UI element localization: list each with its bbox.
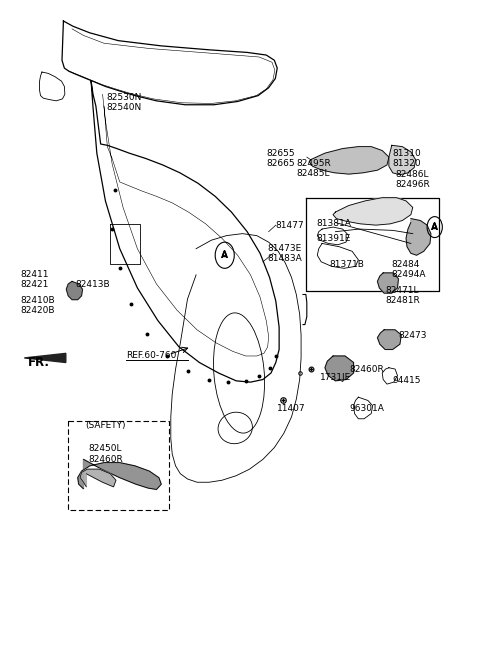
Polygon shape — [66, 281, 83, 300]
Text: REF.60-760: REF.60-760 — [126, 351, 177, 361]
Text: A: A — [221, 250, 228, 260]
Polygon shape — [24, 353, 66, 363]
Text: A: A — [431, 222, 438, 232]
Text: 96301A: 96301A — [350, 404, 384, 413]
Text: 81477: 81477 — [276, 221, 304, 230]
Text: (SAFETY): (SAFETY) — [85, 421, 125, 430]
Text: 81310
81320: 81310 81320 — [393, 148, 421, 168]
Polygon shape — [389, 145, 416, 175]
Text: 82410B
82420B: 82410B 82420B — [21, 296, 55, 315]
Polygon shape — [309, 147, 389, 174]
Text: 82471L
82481R: 82471L 82481R — [385, 286, 420, 306]
Polygon shape — [406, 219, 431, 255]
Text: 82495R
82485L: 82495R 82485L — [296, 158, 331, 178]
Text: 82486L
82496R: 82486L 82496R — [395, 170, 430, 189]
Polygon shape — [78, 459, 161, 489]
Text: A: A — [431, 223, 438, 232]
Polygon shape — [377, 273, 398, 293]
Polygon shape — [325, 356, 354, 381]
Text: 82530N
82540N: 82530N 82540N — [107, 93, 142, 112]
Text: 81473E
81483A: 81473E 81483A — [268, 244, 302, 263]
Text: 82484
82494A: 82484 82494A — [392, 260, 426, 279]
Text: 94415: 94415 — [393, 376, 421, 386]
Text: 11407: 11407 — [277, 404, 306, 413]
Text: FR.: FR. — [28, 356, 49, 369]
Text: 82473: 82473 — [398, 330, 427, 340]
Text: 82411
82421: 82411 82421 — [21, 270, 49, 289]
Polygon shape — [333, 198, 413, 225]
Text: 1731JE: 1731JE — [320, 373, 351, 382]
Text: A: A — [221, 251, 228, 260]
Text: 81381A: 81381A — [316, 219, 351, 229]
Polygon shape — [377, 330, 401, 350]
Text: 82450L
82460R: 82450L 82460R — [88, 444, 123, 464]
Text: 82460R: 82460R — [350, 365, 384, 374]
Text: 82413B: 82413B — [75, 279, 110, 288]
Text: 82655
82665: 82655 82665 — [266, 148, 295, 168]
Text: 81371B: 81371B — [330, 260, 365, 269]
Text: 81391E: 81391E — [316, 234, 351, 242]
Polygon shape — [80, 469, 116, 487]
